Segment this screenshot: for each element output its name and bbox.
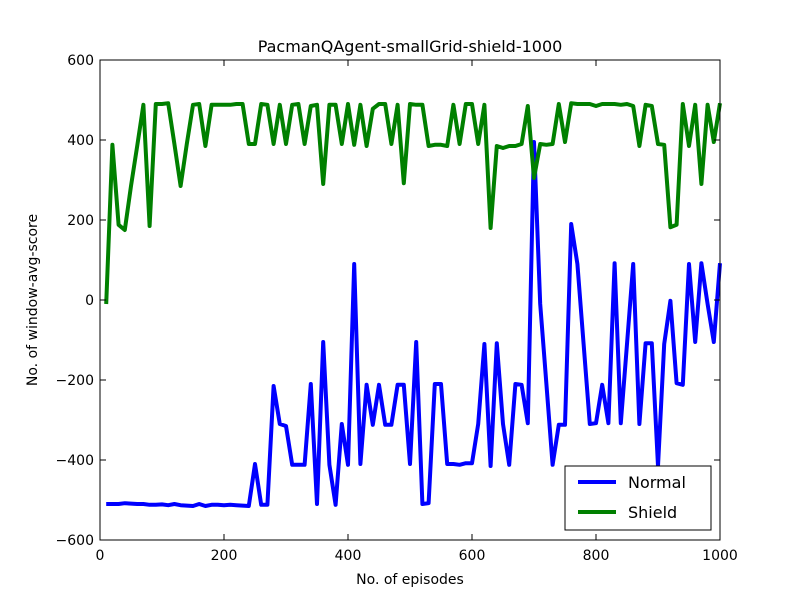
legend-label-normal: Normal	[628, 473, 686, 492]
ticks-layer: 0 200 400 600 800 1000 −600 −400 −200 0 200 400 600	[56, 53, 738, 564]
chart-title: PacmanQAgent-smallGrid-shield-1000	[258, 37, 563, 56]
x-tick-label: 0	[96, 548, 105, 564]
y-axis-label: No. of window-avg-score	[25, 214, 41, 386]
series-line-shield	[104, 101, 722, 305]
x-tick-label: 800	[583, 548, 610, 564]
y-tick-label: 600	[67, 53, 94, 69]
y-tick-label: −400	[56, 453, 94, 469]
y-tick-label: 200	[67, 213, 94, 229]
series-layer	[104, 101, 722, 508]
legend-box	[564, 465, 712, 531]
y-tick-label: −600	[56, 533, 94, 549]
y-tick-label: −200	[56, 373, 94, 389]
legend-label-shield: Shield	[628, 503, 677, 522]
y-tick-label: 400	[67, 133, 94, 149]
x-tick-label: 200	[211, 548, 238, 564]
x-tick-label: 400	[335, 548, 362, 564]
x-tick-label: 600	[459, 548, 486, 564]
x-tick-label: 1000	[702, 548, 738, 564]
series-line-normal	[106, 140, 722, 508]
y-tick-label: 0	[85, 293, 94, 309]
x-axis-label: No. of episodes	[356, 572, 464, 588]
legend: Normal Shield	[564, 465, 712, 531]
